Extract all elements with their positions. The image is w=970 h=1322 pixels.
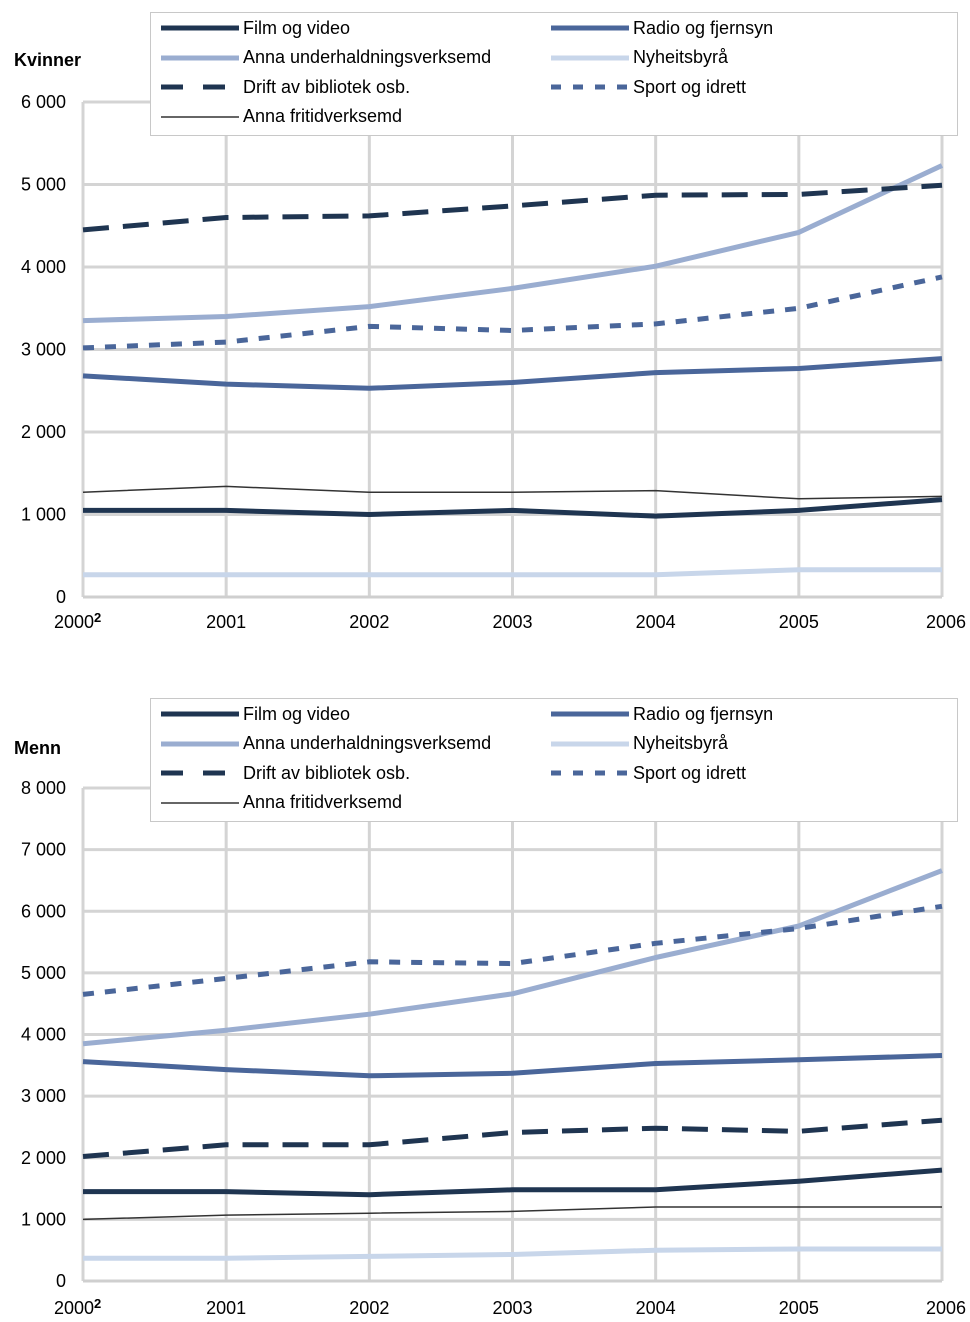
series-line bbox=[82, 182, 943, 233]
legend-swatch bbox=[161, 801, 239, 804]
legend-item: Anna fritidverksemd bbox=[159, 791, 402, 815]
series-line bbox=[83, 1167, 943, 1198]
legend-item: Anna fritidverksemd bbox=[159, 105, 402, 129]
legend-swatch bbox=[551, 55, 629, 60]
legend-label: Drift av bibliotek osb. bbox=[243, 76, 411, 97]
series-line bbox=[83, 497, 943, 519]
chart-panel-kvinner: Kvinner 0 1 000 2 000 3 000 4 000 5 000 6 000 2… bbox=[0, 0, 970, 650]
x-tick-label: 20002 bbox=[54, 610, 101, 632]
y-tick-label: 6 000 bbox=[21, 92, 66, 112]
series-line bbox=[82, 163, 944, 324]
series-line bbox=[82, 868, 943, 1047]
y-tick-label: 4 000 bbox=[21, 1025, 66, 1045]
x-tick-label: 2003 bbox=[492, 612, 532, 632]
legend-swatch bbox=[551, 25, 629, 31]
legend-item: Anna underhaldningsverksemd bbox=[159, 732, 491, 756]
footnote-marker: 2 bbox=[94, 1296, 101, 1311]
y-tick-label: 0 bbox=[56, 1271, 66, 1291]
series-line bbox=[82, 356, 943, 391]
legend-item: Radio og fjernsyn bbox=[549, 702, 773, 726]
legend-swatch bbox=[551, 770, 629, 776]
legend-swatch bbox=[161, 25, 239, 31]
x-tick-label: 2005 bbox=[779, 1298, 819, 1318]
legend-item: Nyheitsbyrå bbox=[549, 46, 728, 70]
series-line bbox=[82, 1206, 942, 1221]
x-tick-label: 2006 bbox=[926, 612, 966, 632]
legend-swatch bbox=[161, 711, 239, 717]
series-line bbox=[83, 567, 942, 578]
legend-label: Nyheitsbyrå bbox=[633, 47, 729, 67]
y-tick-label: 6 000 bbox=[21, 901, 66, 921]
legend-item: Sport og idrett bbox=[549, 761, 746, 785]
legend-swatch bbox=[161, 84, 239, 90]
y-tick-label: 1 000 bbox=[21, 1209, 66, 1229]
x-tick-label: 2001 bbox=[206, 1298, 246, 1318]
legend-label: Radio og fjernsyn bbox=[633, 17, 774, 38]
y-tick-label: 7 000 bbox=[21, 840, 66, 860]
legend-swatch bbox=[551, 84, 629, 90]
x-tick-label: 2004 bbox=[636, 612, 676, 632]
legend-item: Film og video bbox=[159, 702, 350, 726]
y-tick-label: 8 000 bbox=[21, 778, 66, 798]
legend-label: Sport og idrett bbox=[633, 762, 747, 783]
x-tick-label: 2003 bbox=[492, 1298, 532, 1318]
y-tick-label: 4 000 bbox=[21, 257, 66, 277]
chart-panel-menn: Menn 0 1 000 2 000 3 000 4 000 5 000 6 000 7 00… bbox=[0, 686, 970, 1322]
series-line bbox=[82, 1117, 943, 1159]
series-line bbox=[82, 1053, 943, 1079]
legend-label: Anna fritidverksemd bbox=[243, 792, 403, 812]
legend-label: Anna underhaldningsverksemd bbox=[243, 47, 492, 67]
legend-swatch bbox=[161, 741, 239, 746]
legend-swatch bbox=[161, 55, 239, 60]
chart-legend: Film og video Radio og fjernsyn Anna under… bbox=[150, 698, 958, 822]
legend-swatch bbox=[551, 741, 629, 746]
footnote-marker: 2 bbox=[94, 610, 101, 625]
x-tick-label: 2006 bbox=[926, 1298, 966, 1318]
y-axis-title: Kvinner bbox=[14, 50, 82, 70]
legend-item: Radio og fjernsyn bbox=[549, 16, 773, 40]
y-tick-label: 1 000 bbox=[21, 505, 66, 525]
x-tick-label: 2004 bbox=[636, 1298, 676, 1318]
y-tick-label: 5 000 bbox=[21, 175, 66, 195]
series-line bbox=[82, 485, 943, 500]
legend-swatch bbox=[551, 711, 629, 717]
legend-label: Film og video bbox=[243, 703, 351, 724]
x-tick-label: 2005 bbox=[779, 612, 819, 632]
legend-label: Sport og idrett bbox=[633, 76, 747, 97]
x-tick-label: 20002 bbox=[54, 1296, 101, 1318]
x-tick-label: 2002 bbox=[349, 1298, 389, 1318]
chart-legend: Film og video Radio og fjernsyn Anna under… bbox=[150, 12, 958, 136]
y-tick-label: 0 bbox=[56, 587, 66, 607]
legend-item: Sport og idrett bbox=[549, 75, 746, 99]
legend-label: Nyheitsbyrå bbox=[633, 733, 729, 753]
legend-label: Drift av bibliotek osb. bbox=[243, 762, 411, 783]
y-tick-label: 2 000 bbox=[21, 422, 66, 442]
x-tick-label: 2002 bbox=[349, 612, 389, 632]
series-line bbox=[83, 1246, 942, 1261]
legend-label: Film og video bbox=[243, 17, 351, 38]
legend-item: Anna underhaldningsverksemd bbox=[159, 46, 491, 70]
y-tick-label: 5 000 bbox=[21, 963, 66, 983]
y-tick-label: 3 000 bbox=[21, 340, 66, 360]
legend-item: Film og video bbox=[159, 16, 350, 40]
legend-item: Drift av bibliotek osb. bbox=[159, 75, 410, 99]
line-chart: 0 1 000 2 000 3 000 4 000 5 000 6 000 20002 2001… bbox=[21, 92, 966, 632]
y-axis-title: Menn bbox=[14, 738, 61, 758]
legend-label: Anna fritidverksemd bbox=[243, 106, 403, 126]
legend-label: Radio og fjernsyn bbox=[633, 703, 774, 724]
legend-swatch bbox=[161, 770, 239, 776]
legend-item: Drift av bibliotek osb. bbox=[159, 761, 410, 785]
legend-label: Anna underhaldningsverksemd bbox=[243, 733, 492, 753]
legend-swatch bbox=[161, 115, 239, 118]
x-tick-label: 2001 bbox=[206, 612, 246, 632]
legend-item: Nyheitsbyrå bbox=[549, 732, 728, 756]
y-tick-label: 2 000 bbox=[21, 1148, 66, 1168]
y-tick-label: 3 000 bbox=[21, 1086, 66, 1106]
